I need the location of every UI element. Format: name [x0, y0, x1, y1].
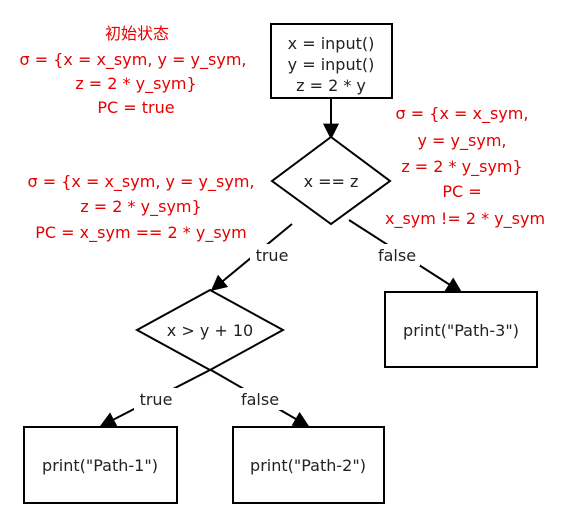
- annotation-initial-state: 初始状态 σ = {x = x_sym, y = y_sym, z = 2 * …: [20, 24, 247, 117]
- path-1-node: print("Path-1"): [23, 426, 178, 504]
- path-3-node: print("Path-3"): [384, 291, 538, 368]
- edge-label-cond2-false: false: [236, 388, 284, 410]
- start-line-3: z = 2 * y: [296, 76, 366, 95]
- decision-node-x-equals-z: x == z: [270, 135, 392, 226]
- decision-label: x > y + 10: [167, 321, 253, 340]
- annotation-true-branch: σ = {x = x_sym, y = y_sym, z = 2 * y_sym…: [28, 172, 255, 243]
- path-3-label: print("Path-3"): [403, 321, 519, 340]
- edge-label-text: false: [378, 246, 416, 265]
- edge-label-text: false: [241, 390, 279, 409]
- edge-label-text: true: [256, 246, 289, 265]
- annotation-line: σ = {x = x_sym,: [396, 104, 529, 124]
- annotation-line: PC =: [442, 182, 481, 201]
- edge-label-cond1-false: false: [374, 244, 420, 266]
- decision-label: x == z: [304, 172, 359, 191]
- annotation-line: x_sym != 2 * y_sym: [385, 209, 545, 229]
- annotation-line: z = 2 * y_sym}: [80, 197, 201, 217]
- path-2-node: print("Path-2"): [232, 426, 385, 504]
- annotation-line: z = 2 * y_sym}: [75, 74, 196, 94]
- edge-label-cond2-true: true: [134, 388, 178, 410]
- start-node: x = input() y = input() z = 2 * y: [270, 23, 393, 99]
- path-2-label: print("Path-2"): [250, 456, 366, 475]
- start-line-2: y = input(): [288, 55, 375, 74]
- decision-node-x-gt-y-plus-10: x > y + 10: [134, 288, 286, 372]
- annotation-line: PC = x_sym == 2 * y_sym: [35, 223, 246, 243]
- annotation-line: σ = {x = x_sym, y = y_sym,: [20, 50, 247, 70]
- start-line-1: x = input(): [288, 34, 375, 53]
- edge-label-text: true: [140, 390, 173, 409]
- annotation-line: z = 2 * y_sym}: [401, 157, 522, 177]
- path-1-label: print("Path-1"): [42, 456, 158, 475]
- annotation-line: σ = {x = x_sym, y = y_sym,: [28, 172, 255, 192]
- annotation-line: PC = true: [97, 98, 174, 117]
- annotation-line: y = y_sym,: [418, 131, 507, 151]
- edge-label-cond1-true: true: [250, 244, 294, 266]
- annotation-line: 初始状态: [105, 24, 169, 43]
- annotation-false-branch: σ = {x = x_sym, y = y_sym, z = 2 * y_sym…: [385, 104, 545, 229]
